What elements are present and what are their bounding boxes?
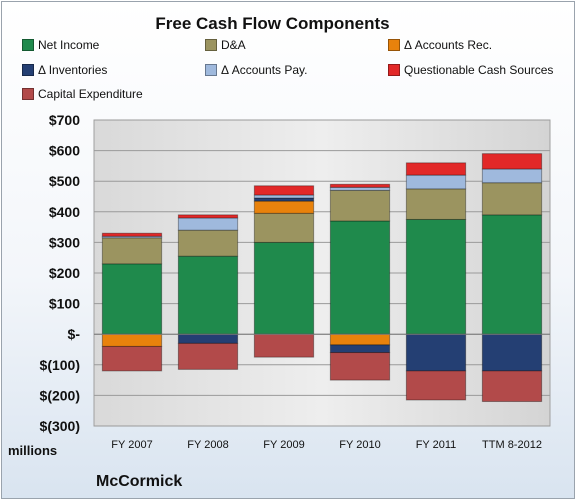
bar-segment <box>177 255 239 335</box>
x-tick-label: FY 2007 <box>111 439 152 451</box>
x-tick-label: FY 2010 <box>339 439 380 451</box>
legend-label: D&A <box>221 38 246 52</box>
legend-item-inventories: Δ Inventories <box>22 63 107 77</box>
bar-segment <box>481 168 543 184</box>
bar-segment <box>253 333 315 358</box>
x-tick-label: FY 2011 <box>416 439 457 451</box>
bar-segment <box>101 237 163 265</box>
bar-segment <box>253 212 315 243</box>
y-tick-label: $600 <box>49 143 80 159</box>
legend-item-capital-expenditure: Capital Expenditure <box>22 87 143 101</box>
legend-swatch <box>22 88 34 100</box>
legend-label: Net Income <box>38 38 100 52</box>
y-tick-label: $(300) <box>40 418 80 434</box>
bar-segment <box>405 370 467 401</box>
x-tick-label: FY 2008 <box>187 439 228 451</box>
bar-segment <box>405 188 467 220</box>
legend-item-questionable-cash: Questionable Cash Sources <box>388 63 553 77</box>
bar-segment <box>329 333 391 346</box>
legend-label: Δ Accounts Pay. <box>221 63 308 77</box>
x-tick-label: FY 2009 <box>263 439 304 451</box>
bar-segment <box>481 333 543 372</box>
y-tick-label: $- <box>68 326 81 342</box>
legend-swatch <box>205 39 217 51</box>
legend-label: Δ Inventories <box>38 63 108 77</box>
bar-segment <box>329 189 391 222</box>
bar-segment <box>405 333 467 372</box>
y-tick-label: $700 <box>49 112 80 128</box>
bar-segment <box>405 218 467 335</box>
y-tick-label: $(100) <box>40 357 80 373</box>
x-tick-label: TTM 8-2012 <box>482 439 542 451</box>
bar-segment <box>329 183 391 188</box>
bar-segment <box>101 333 163 347</box>
y-tick-label: $100 <box>49 296 80 312</box>
bar-segment <box>481 370 543 403</box>
legend-swatch <box>388 64 400 76</box>
legend-item-accounts-pay: Δ Accounts Pay. <box>205 63 308 77</box>
bar-segment <box>177 229 239 257</box>
legend-item-net-income: Net Income <box>22 38 99 52</box>
bar-segment <box>329 186 391 191</box>
bar-segment <box>253 185 315 196</box>
chart-title: Free Cash Flow Components <box>155 14 390 33</box>
y-tick-label: $300 <box>49 234 80 250</box>
legend-item-da: D&A <box>205 38 246 52</box>
y-axis-unit-label: millions <box>8 443 58 458</box>
bar-segment <box>329 220 391 335</box>
chart-legend: Net Income D&A Δ Accounts Rec. Δ Invento… <box>0 0 578 110</box>
bar-segment <box>177 333 239 344</box>
bar-segment <box>101 232 163 237</box>
legend-swatch <box>388 39 400 51</box>
legend-swatch <box>22 64 34 76</box>
legend-label: Questionable Cash Sources <box>404 63 554 77</box>
company-name: McCormick <box>96 473 183 490</box>
y-tick-label: $(200) <box>40 387 80 403</box>
y-tick-label: $200 <box>49 265 80 281</box>
legend-swatch <box>205 64 217 76</box>
legend-label: Capital Expenditure <box>38 87 143 101</box>
bar-segment <box>329 344 391 354</box>
bar-segment <box>177 217 239 231</box>
bar-segment <box>177 342 239 370</box>
bar-segment <box>177 214 239 219</box>
bar-segment <box>481 182 543 216</box>
legend-label: Δ Accounts Rec. <box>404 38 493 52</box>
bar-segment <box>329 352 391 381</box>
bar-segment <box>253 241 315 335</box>
legend-item-accounts-rec: Δ Accounts Rec. <box>388 38 492 52</box>
bar-segment <box>481 214 543 335</box>
bar-segment <box>405 162 467 176</box>
y-tick-label: $500 <box>49 173 80 189</box>
bar-segment <box>405 174 467 190</box>
bar-segment <box>101 345 163 372</box>
bar-segment <box>481 153 543 170</box>
y-tick-label: $400 <box>49 204 80 220</box>
bar-segment <box>253 200 315 214</box>
legend-swatch <box>22 39 34 51</box>
bar-segment <box>101 263 163 335</box>
